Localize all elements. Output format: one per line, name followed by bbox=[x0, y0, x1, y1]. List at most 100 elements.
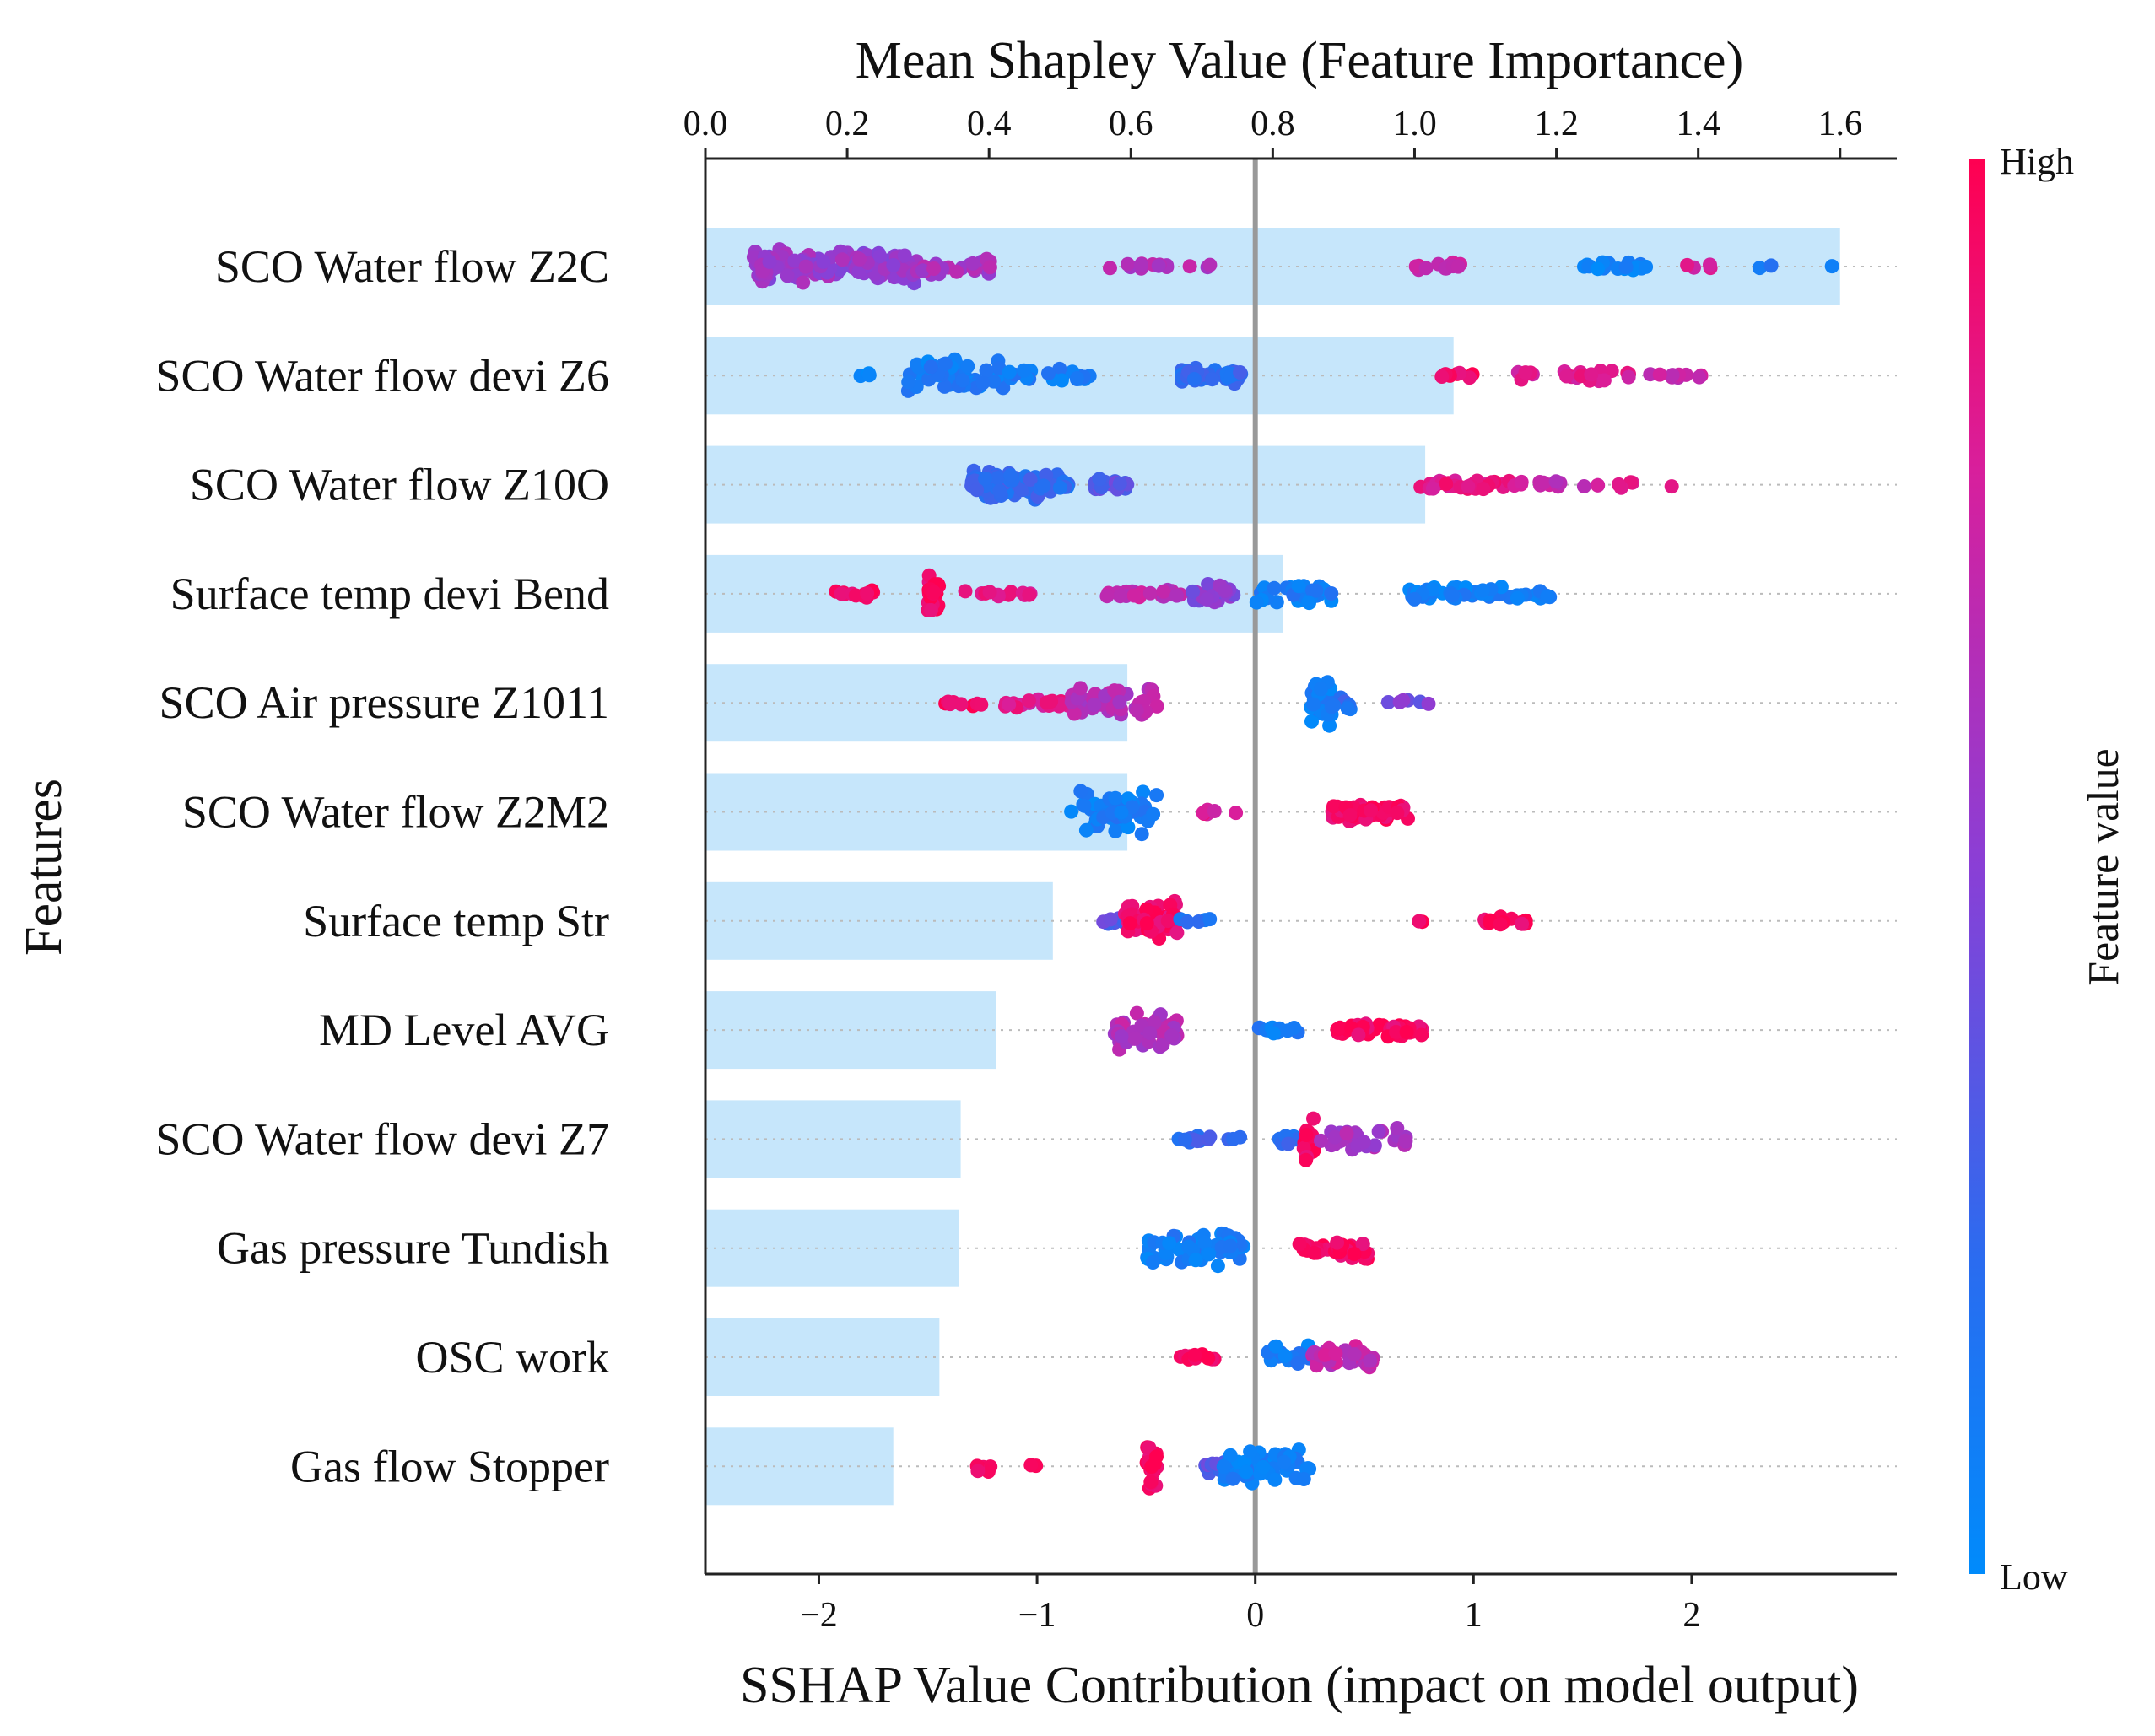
feature-label: Gas flow Stopper bbox=[290, 1441, 609, 1491]
shap-dot bbox=[982, 585, 997, 600]
shap-dot bbox=[1268, 1339, 1283, 1354]
shap-dot bbox=[1639, 259, 1654, 274]
shap-dot bbox=[1461, 479, 1476, 494]
shap-dot bbox=[915, 263, 930, 278]
colorbar-low-label: Low bbox=[2000, 1556, 2068, 1598]
shap-dot bbox=[1067, 706, 1082, 721]
shap-dot bbox=[1399, 1025, 1414, 1039]
top-axis-ticks: 0.0 0.2 0.4 0.6 0.8 1.0 1.2 1.4 1.6 bbox=[683, 105, 1862, 159]
feature-label: OSC work bbox=[415, 1332, 609, 1383]
shap-dot bbox=[1199, 592, 1214, 607]
shap-dot bbox=[1169, 925, 1185, 941]
shap-dot bbox=[1144, 1459, 1159, 1475]
shap-dot bbox=[1122, 916, 1137, 931]
shap-dot bbox=[1621, 369, 1636, 385]
shap-dot bbox=[1364, 803, 1379, 818]
shap-dot bbox=[1108, 790, 1123, 806]
shap-dot bbox=[1207, 804, 1222, 818]
shap-dot bbox=[1133, 257, 1148, 272]
feature-label: SCO Air pressure Z1011 bbox=[159, 677, 609, 728]
feature-label: MD Level AVG bbox=[319, 1005, 609, 1055]
shap-dot bbox=[1099, 589, 1115, 604]
shap-dot bbox=[1180, 914, 1195, 930]
shap-dot bbox=[953, 697, 969, 712]
shap-dot bbox=[1389, 1025, 1403, 1039]
shap-dot bbox=[816, 254, 831, 269]
shap-dot bbox=[1156, 584, 1171, 599]
shap-dot bbox=[1291, 579, 1306, 594]
shap-dot bbox=[1703, 257, 1717, 272]
shap-dot bbox=[1202, 912, 1218, 927]
shap-dot bbox=[1445, 588, 1460, 603]
shap-dot bbox=[1223, 1448, 1238, 1463]
shap-dot bbox=[1652, 367, 1667, 382]
shap-dot bbox=[1824, 259, 1839, 274]
shap-dot bbox=[1186, 372, 1202, 386]
shap-dot bbox=[926, 261, 942, 276]
feature-label: SCO Water flow Z10O bbox=[190, 460, 609, 510]
shap-dot bbox=[1412, 914, 1427, 929]
shap-dot bbox=[1355, 1237, 1370, 1252]
shap-dot bbox=[969, 483, 985, 498]
shap-dot bbox=[1514, 474, 1529, 489]
shap-dot bbox=[1665, 368, 1680, 383]
shap-dot bbox=[1044, 694, 1059, 709]
shap-dot bbox=[991, 471, 1005, 486]
shap-dot bbox=[1182, 259, 1197, 274]
shap-dot bbox=[1092, 472, 1107, 487]
shap-dot bbox=[1127, 1031, 1142, 1046]
shap-dot bbox=[1103, 261, 1117, 276]
shap-dot bbox=[923, 359, 938, 375]
top-tick-label: 0.0 bbox=[683, 105, 728, 143]
shap-dot bbox=[1596, 373, 1612, 388]
shap-dot bbox=[1328, 1346, 1343, 1361]
top-tick-label: 0.6 bbox=[1109, 105, 1153, 143]
shap-dot bbox=[1347, 1347, 1362, 1361]
shap-dot bbox=[1023, 472, 1038, 487]
shap-dot bbox=[1022, 587, 1037, 602]
shap-dot bbox=[1160, 914, 1175, 929]
shap-dot bbox=[1169, 588, 1184, 603]
bottom-tick-label: −2 bbox=[800, 1596, 838, 1635]
shap-dot bbox=[978, 471, 993, 486]
shap-dot bbox=[851, 265, 867, 279]
shap-dot bbox=[1146, 806, 1161, 822]
shap-dot bbox=[1129, 1005, 1144, 1021]
shap-dot bbox=[1191, 914, 1207, 929]
shap-dot bbox=[834, 586, 849, 601]
shap-dot bbox=[1202, 257, 1218, 272]
shap-dot bbox=[1016, 363, 1031, 378]
shap-dot bbox=[1317, 1347, 1332, 1362]
shap-dot bbox=[1216, 1459, 1231, 1475]
bottom-tick-label: 1 bbox=[1465, 1596, 1483, 1635]
shap-dot bbox=[1330, 1235, 1345, 1250]
shap-dot bbox=[1002, 697, 1017, 712]
shap-dot bbox=[1548, 474, 1564, 489]
shap-dot bbox=[1226, 1131, 1240, 1146]
shap-dot bbox=[796, 275, 811, 290]
shap-dot bbox=[1313, 682, 1328, 697]
bottom-axis-title: SSHAP Value Contribution (impact on mode… bbox=[740, 1657, 1859, 1714]
shap-dot bbox=[1149, 698, 1164, 714]
shap-dot bbox=[1142, 585, 1158, 601]
shap-dot bbox=[1450, 259, 1466, 274]
shap-dot bbox=[1002, 364, 1017, 380]
shap-dot bbox=[1367, 1138, 1382, 1153]
shap-dot bbox=[1022, 693, 1036, 709]
shap-dot bbox=[861, 368, 877, 383]
shap-dot bbox=[1126, 588, 1142, 603]
shap-dot bbox=[1296, 1472, 1311, 1486]
shap-dot bbox=[1414, 1027, 1429, 1043]
shap-dot bbox=[848, 588, 863, 603]
shap-dot bbox=[1233, 365, 1248, 380]
shap-dot bbox=[1347, 1247, 1362, 1262]
colorbar-gradient bbox=[1969, 159, 1985, 1574]
shap-dot bbox=[992, 483, 1007, 499]
shap-dot bbox=[1064, 804, 1079, 819]
shap-dot bbox=[787, 253, 802, 268]
shap-dot bbox=[1290, 1356, 1305, 1371]
shap-dot bbox=[1239, 1464, 1254, 1480]
shap-dot bbox=[1576, 479, 1591, 493]
shap-dot bbox=[1680, 257, 1695, 272]
